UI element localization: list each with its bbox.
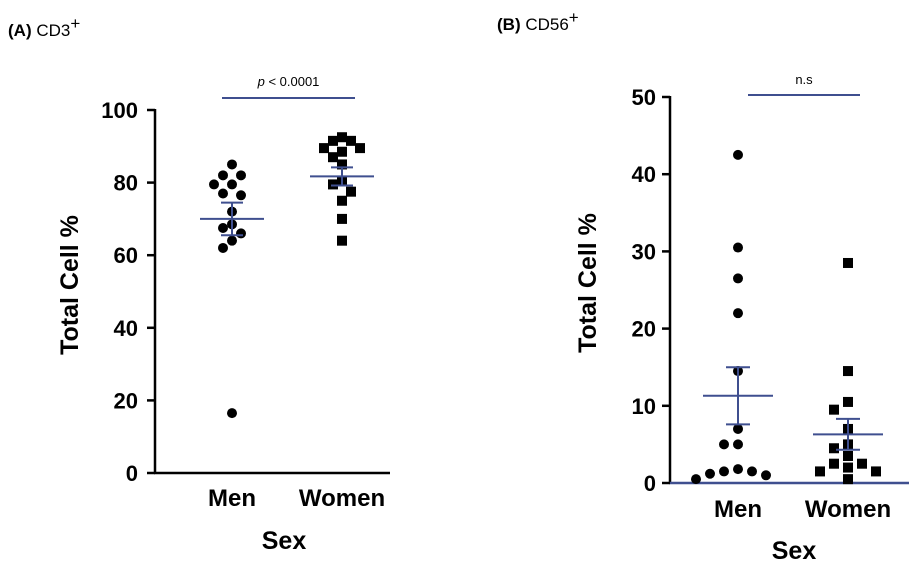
data-point-men	[691, 474, 701, 485]
significance-text: < 0.0001	[265, 74, 320, 89]
panel-letter: (B)	[497, 15, 525, 34]
panel-name: CD3	[36, 21, 70, 40]
data-point-women	[843, 450, 853, 461]
data-point-women	[829, 458, 839, 469]
significance-text: n.s	[795, 72, 813, 87]
data-point-men	[209, 179, 219, 190]
y-tick-label: 40	[114, 316, 138, 341]
data-point-women	[337, 213, 347, 224]
data-point-men	[733, 308, 743, 319]
data-point-women	[871, 466, 881, 477]
data-point-women	[829, 404, 839, 415]
x-category-label: Women	[805, 496, 891, 523]
x-category-label: Men	[208, 485, 256, 512]
data-point-men	[733, 423, 743, 434]
x-category-label: Women	[299, 485, 385, 512]
data-point-men	[227, 408, 237, 419]
data-point-men	[761, 470, 771, 481]
data-point-women	[337, 132, 347, 143]
panel-header: (A) CD3+	[8, 14, 80, 40]
data-point-women	[815, 466, 825, 477]
data-point-men	[227, 179, 237, 190]
data-point-women	[857, 458, 867, 469]
data-point-women	[843, 396, 853, 407]
significance-label: n.s	[795, 72, 813, 87]
data-point-women	[328, 135, 338, 146]
panel-superscript: +	[70, 14, 80, 33]
y-tick-label: 100	[101, 98, 138, 123]
data-point-men	[733, 439, 743, 450]
x-category-label: Men	[714, 496, 762, 523]
significance-label: p < 0.0001	[257, 74, 320, 89]
y-tick-label: 20	[114, 388, 138, 413]
data-point-women	[843, 257, 853, 268]
data-point-women	[843, 366, 853, 377]
data-point-women	[337, 235, 347, 246]
data-point-men	[747, 466, 757, 477]
data-point-women	[843, 474, 853, 485]
panel-letter: (A)	[8, 21, 36, 40]
y-tick-label: 20	[632, 317, 656, 342]
data-point-men	[218, 188, 228, 199]
data-point-women	[346, 186, 356, 197]
data-point-women	[328, 152, 338, 163]
y-tick-label: 60	[114, 243, 138, 268]
data-point-men	[236, 190, 246, 201]
x-axis-title: Sex	[772, 537, 817, 562]
y-tick-label: 0	[644, 471, 656, 496]
data-point-men	[227, 159, 237, 170]
data-point-men	[733, 242, 743, 253]
y-tick-label: 50	[632, 85, 656, 110]
y-tick-label: 0	[126, 461, 138, 486]
y-axis-title: Total Cell %	[574, 213, 602, 353]
data-point-men	[733, 149, 743, 160]
data-point-men	[719, 439, 729, 450]
panel-header: (B) CD56+	[497, 8, 579, 34]
y-tick-label: 10	[632, 394, 656, 419]
panel-name: CD56	[525, 15, 568, 34]
y-axis-title: Total Cell %	[56, 215, 84, 355]
data-point-women	[843, 462, 853, 473]
data-point-men	[218, 242, 228, 253]
data-point-women	[337, 146, 347, 157]
data-point-women	[319, 143, 329, 154]
data-point-men	[227, 235, 237, 246]
data-point-men	[236, 228, 246, 239]
data-point-women	[346, 135, 356, 146]
y-tick-label: 80	[114, 171, 138, 196]
data-point-men	[719, 466, 729, 477]
panel-superscript: +	[569, 8, 579, 27]
data-point-women	[337, 159, 347, 170]
y-tick-label: 40	[632, 162, 656, 187]
data-point-men	[236, 170, 246, 181]
data-point-men	[218, 170, 228, 181]
y-tick-label: 30	[632, 239, 656, 264]
data-point-women	[337, 195, 347, 206]
data-point-women	[328, 179, 338, 190]
data-point-women	[355, 143, 365, 154]
data-point-men	[705, 468, 715, 479]
data-point-men	[733, 464, 743, 475]
data-point-men	[218, 222, 228, 233]
data-point-men	[733, 273, 743, 284]
data-point-women	[829, 443, 839, 454]
x-axis-title: Sex	[262, 527, 307, 555]
significance-prefix: p	[257, 74, 265, 89]
